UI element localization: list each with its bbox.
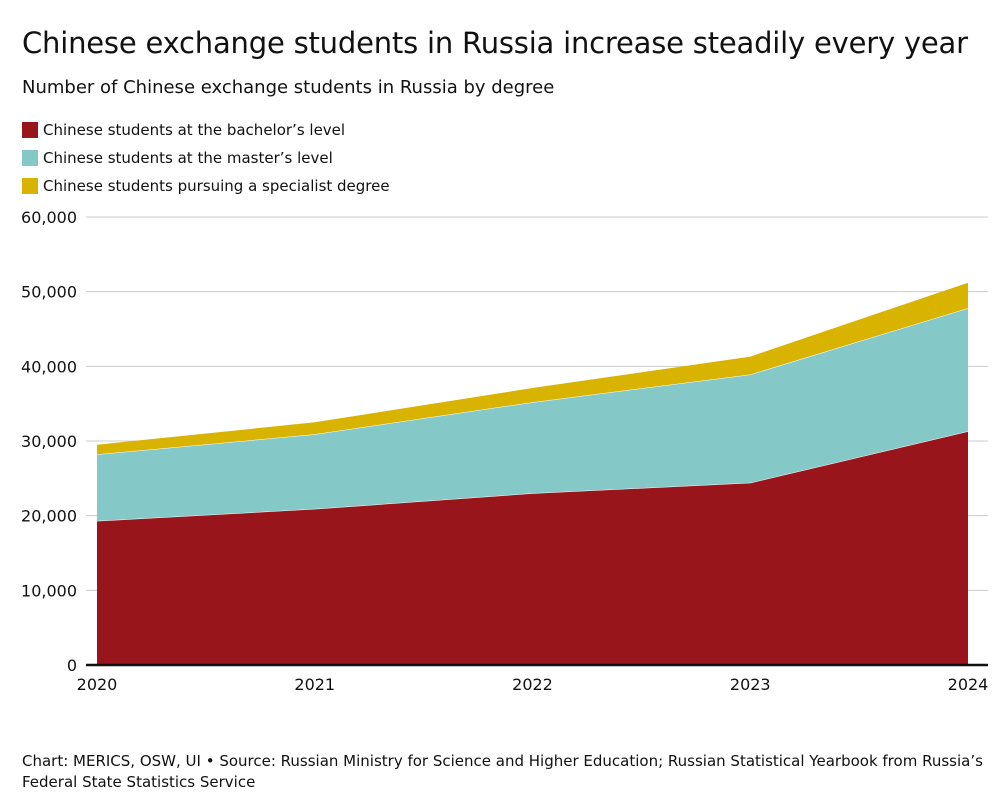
- axes: 0 10,000 20,000 30,000 40,000 50,000 60,000 202…: [21, 208, 988, 694]
- y-tick-label: 30,000: [21, 432, 77, 451]
- legend-swatch-bachelor: [22, 122, 38, 138]
- chart-title: Chinese exchange students in Russia incr…: [22, 26, 968, 60]
- area-specialist: [97, 282, 968, 455]
- legend-swatch-master: [22, 150, 38, 166]
- x-tick-label: 2022: [512, 675, 553, 694]
- area-master: [97, 308, 968, 521]
- y-tick-label: 50,000: [21, 283, 77, 302]
- area-bachelor: [97, 431, 968, 665]
- legend-label-bachelor: Chinese students at the bachelor’s level: [43, 121, 346, 139]
- chart-source: Chart: MERICS, OSW, UI • Source: Russian…: [22, 752, 983, 791]
- y-tick-label: 20,000: [21, 507, 77, 526]
- y-tick-label: 0: [67, 656, 77, 675]
- chart-subtitle: Number of Chinese exchange students in R…: [22, 77, 555, 98]
- legend-label-master: Chinese students at the master’s level: [43, 149, 333, 167]
- x-tick-label: 2020: [77, 675, 118, 694]
- y-tick-label: 60,000: [21, 208, 77, 227]
- x-tick-label: 2024: [948, 675, 989, 694]
- area-series: [96, 282, 969, 665]
- legend-label-specialist: Chinese students pursuing a specialist d…: [43, 177, 390, 195]
- legend-item-specialist: Chinese students pursuing a specialist d…: [22, 172, 390, 200]
- y-tick-label: 10,000: [21, 581, 77, 600]
- legend: Chinese students at the bachelor’s level…: [22, 116, 390, 200]
- legend-item-master: Chinese students at the master’s level: [22, 144, 390, 172]
- y-tick-label: 40,000: [21, 357, 77, 376]
- legend-swatch-specialist: [22, 178, 38, 194]
- x-tick-label: 2021: [294, 675, 335, 694]
- x-tick-label: 2023: [730, 675, 771, 694]
- legend-item-bachelor: Chinese students at the bachelor’s level: [22, 116, 390, 144]
